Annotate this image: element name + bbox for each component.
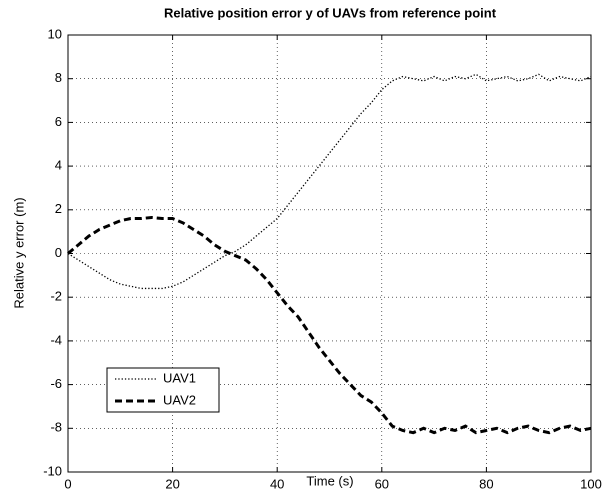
y-axis-label: Relative y error (m) bbox=[11, 197, 26, 308]
y-tick-label: 4 bbox=[55, 158, 62, 173]
y-tick-label: 10 bbox=[48, 26, 62, 41]
y-tick-label: -4 bbox=[50, 332, 62, 347]
x-tick-label: 80 bbox=[479, 476, 493, 491]
y-tick-label: 6 bbox=[55, 114, 62, 129]
x-tick-label: 100 bbox=[580, 476, 602, 491]
y-tick-label: 8 bbox=[55, 70, 62, 85]
x-tick-label: 60 bbox=[375, 476, 389, 491]
chart-title: Relative position error y of UAVs from r… bbox=[164, 5, 497, 20]
legend-label: UAV1 bbox=[163, 370, 196, 385]
x-tick-label: 40 bbox=[270, 476, 284, 491]
y-tick-label: 2 bbox=[55, 201, 62, 216]
x-tick-label: 20 bbox=[165, 476, 179, 491]
legend-box bbox=[106, 367, 220, 413]
x-axis-label: Time (s) bbox=[306, 473, 353, 488]
x-tick-label: 0 bbox=[64, 476, 71, 491]
y-tick-label: 0 bbox=[55, 245, 62, 260]
y-tick-label: -8 bbox=[50, 420, 62, 435]
legend-label: UAV2 bbox=[163, 392, 196, 407]
line-series bbox=[67, 215, 592, 435]
line-series bbox=[67, 73, 592, 290]
y-tick-label: -2 bbox=[50, 289, 62, 304]
y-tick-label: -10 bbox=[43, 463, 62, 478]
y-tick-label: -6 bbox=[50, 376, 62, 391]
